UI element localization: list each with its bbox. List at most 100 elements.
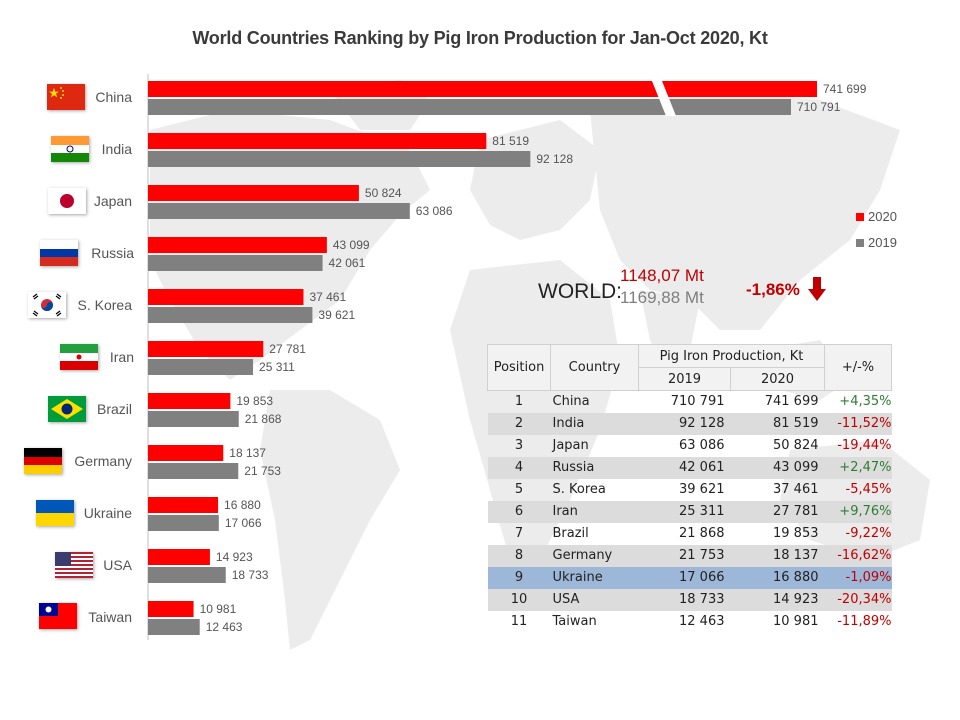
row-change: +4,35% [839,394,892,409]
header-2020: 2020 [730,367,825,391]
category-label: China [95,89,132,105]
legend-swatch-2019 [856,239,864,247]
row-change: +9,76% [824,501,892,523]
header-2019: 2019 [638,367,731,391]
table-row: 8 Germany 21 753 18 137 -16,62% [487,545,892,567]
data-label-2019: 39 621 [318,308,355,322]
row-change: -19,44% [837,438,892,453]
bar-2019 [148,307,313,323]
row-country: China [552,394,590,409]
usa-flag-icon [55,552,93,578]
row-value-2019: 17 066 [638,567,731,589]
row-value-2020: 741 699 [764,394,819,409]
japan-flag-icon [48,188,86,214]
legend-label-2019: 2019 [868,235,897,250]
bar-2019 [148,255,323,271]
row-value-2020: 37 461 [773,482,819,497]
row-change: -1,09% [824,567,892,589]
row-position: 9 [487,567,551,589]
row-change: -9,22% [845,526,892,541]
data-label-2020: 19 853 [236,394,273,408]
row-position: 6 [487,501,551,523]
data-label-2019: 12 463 [206,620,243,634]
row-value-2020: 16 880 [730,567,825,589]
row-change: -5,45% [845,482,892,497]
row-position: 1 [514,394,524,409]
row-country: Taiwan [552,614,597,629]
category-label: USA [103,557,132,573]
data-label-2019: 21 868 [245,412,282,426]
legend-item-2019: 2019 [856,230,897,256]
legend-item-2020: 2020 [856,204,897,230]
category-label: S. Korea [78,297,133,313]
data-label-2019: 63 086 [416,204,453,218]
russia-flag-icon [40,240,78,266]
row-country: Iran [550,501,639,523]
row-value-2019: 25 311 [638,501,731,523]
table-row: 2 India 92 128 81 519 -11,52% [487,413,892,435]
bar-2019 [148,463,239,479]
data-label-2020: 43 099 [333,238,370,252]
ranking-table: Position Country Pig Iron Production, Kt… [487,344,892,633]
bar-2019 [148,151,531,167]
header-position: Position [487,344,551,391]
data-label-2020: 50 824 [365,186,402,200]
bar-2019 [148,515,219,531]
header-country: Country [550,344,639,391]
bar-2020 [148,497,219,513]
category-label: Taiwan [88,609,132,625]
table-row: 9 Ukraine 17 066 16 880 -1,09% [487,567,892,589]
data-label-2019: 18 733 [232,568,269,582]
row-position: 10 [487,589,551,611]
row-country: India [550,413,639,435]
china-flag-icon [47,84,85,110]
germany-flag-icon [24,448,62,474]
bar-2019 [148,619,200,635]
row-value-2019: 92 128 [638,413,731,435]
row-value-2020: 50 824 [773,438,819,453]
bar-2020 [148,393,231,409]
bar-2020 [148,237,327,253]
category-label: Japan [94,193,132,209]
category-label: Brazil [97,401,132,417]
bar-2020 [148,549,210,565]
row-value-2019: 18 733 [638,589,731,611]
data-label-2019: 21 753 [244,464,281,478]
row-value-2019: 710 791 [670,394,725,409]
data-label-2020: 14 923 [216,550,253,564]
data-label-2020: 741 699 [823,82,867,96]
taiwan-flag-icon [39,603,77,629]
row-position: 8 [487,545,551,567]
bar-2019 [148,567,226,583]
row-value-2019: 63 086 [679,438,725,453]
row-value-2020: 14 923 [730,589,825,611]
bar-2019 [148,203,410,219]
table-row: 7 Brazil 21 868 19 853 -9,22% [488,523,892,545]
table-row: 6 Iran 25 311 27 781 +9,76% [487,501,892,523]
data-label-2020: 18 137 [229,446,266,460]
chart-title: World Countries Ranking by Pig Iron Prod… [192,28,768,48]
data-label-2019: 92 128 [536,152,573,166]
row-value-2020: 19 853 [773,526,819,541]
legend: 2020 2019 [856,204,897,256]
data-label-2020: 37 461 [309,290,346,304]
south-korea-flag-icon [28,292,66,318]
row-position: 11 [510,614,528,629]
india-flag-icon [51,136,89,162]
category-label: Germany [74,453,132,469]
row-country: USA [550,589,639,611]
data-label-2019: 710 791 [797,100,841,114]
down-arrow-icon [808,277,826,301]
legend-label-2020: 2020 [868,209,897,224]
category-label: Russia [91,245,134,261]
bar-2020 [148,445,224,461]
data-label-2020: 10 981 [200,602,237,616]
legend-swatch-2020 [856,213,864,221]
row-country: Japan [552,438,589,453]
row-change: -11,89% [837,614,892,629]
row-value-2020: 43 099 [730,457,825,479]
world-value-2019: 1169,88 Mt [620,288,704,307]
row-position: 7 [514,526,524,541]
bar-2020 [148,185,359,201]
